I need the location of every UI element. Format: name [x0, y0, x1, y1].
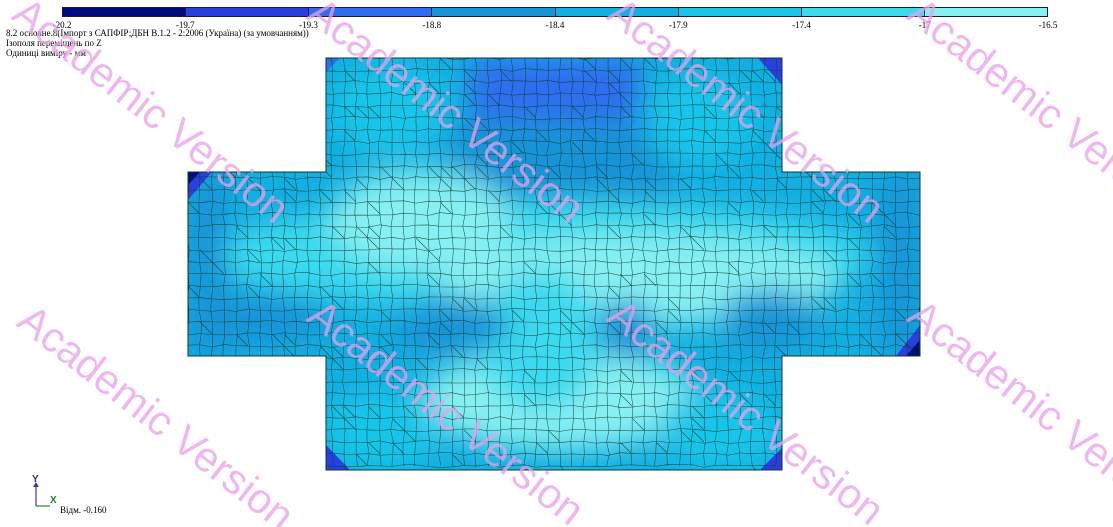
legend-swatch [432, 7, 556, 17]
legend-tick-label: -16.5 [1038, 20, 1058, 30]
legend-tick-label: -20.2 [52, 20, 72, 30]
axis-indicator: Y X [32, 474, 57, 507]
color-legend-ticks: -20.2 -19.7 -19.3 -18.8 -18.4 -17.9 -17.4 -17 -1… [0, 18, 1113, 30]
color-legend-bar [62, 7, 1048, 17]
legend-swatch [924, 7, 1048, 17]
legend-swatch [62, 7, 187, 17]
units-label: Одиниці виміру - мм [6, 48, 87, 58]
x-axis-label: X [50, 495, 57, 506]
legend-tick-label: -19.3 [299, 20, 318, 30]
slab-contour [188, 58, 920, 470]
legend-swatch [186, 7, 310, 17]
legend-tick-label: -17 [918, 20, 931, 30]
load-case-title: 8.2 основне.8(Імпорт з САПФІР;ДБН В.1.2 … [6, 28, 309, 38]
result-type-label: Ізополя переміщень по Z [6, 38, 102, 48]
y-axis-label: Y [32, 474, 39, 485]
legend-tick-label: -17.9 [668, 20, 688, 30]
legend-tick-label: -18.4 [545, 20, 565, 30]
elevation-label: Відм. -0.160 [60, 505, 107, 515]
legend-swatch [309, 7, 433, 17]
legend-swatch [555, 7, 679, 17]
legend-swatch [801, 7, 925, 17]
result-info: 8.2 основне.8(Імпорт з САПФІР;ДБН В.1.2 … [6, 28, 309, 58]
legend-tick-label: -19.7 [175, 20, 195, 30]
legend-tick-label: -17.4 [792, 20, 811, 30]
legend-tick-label: -18.8 [422, 20, 442, 30]
legend-swatch [678, 7, 802, 17]
slab-outline [187, 57, 921, 471]
